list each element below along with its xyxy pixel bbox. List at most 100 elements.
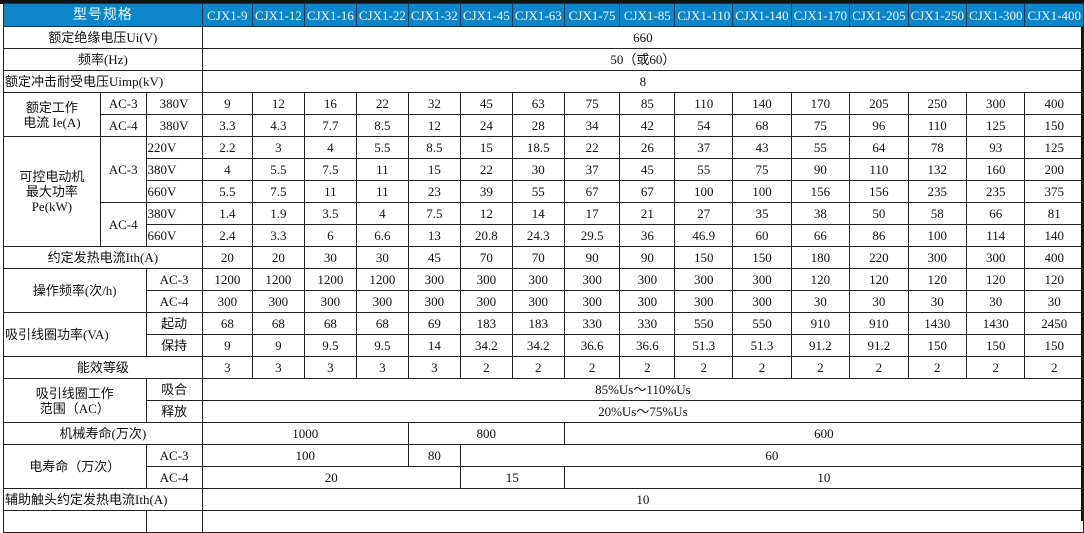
row-label: 额定冲击耐受电压Uimp(kV) bbox=[3, 70, 203, 93]
label-line: 可控电动机 bbox=[19, 169, 85, 184]
value-cell: 16 bbox=[303, 92, 357, 115]
table-row: AC-4 300 300 300 300 300 300 300 300 300 300 300 30 3… bbox=[4, 290, 1084, 313]
value-cell: 2 bbox=[966, 356, 1026, 379]
table-row: 660V 2.4 3.3 6 6.6 13 20.8 24.3 29.5 36 46.9 60 66 86… bbox=[4, 224, 1084, 247]
value-cell: 9 bbox=[201, 92, 253, 115]
value-cell: 156 bbox=[849, 180, 909, 203]
table-row: 释放 20%Us～75%Us bbox=[4, 400, 1084, 423]
value-cell: 30 bbox=[790, 290, 851, 313]
value-cell: 3.3 bbox=[251, 224, 305, 247]
value-cell: 400 bbox=[1024, 246, 1084, 269]
empty-cell bbox=[3, 510, 147, 533]
header-model-label: 型号规格 bbox=[3, 3, 203, 27]
value-cell: 66 bbox=[966, 202, 1026, 225]
row-label: 辅助触头约定发热电流Ith(A) bbox=[3, 488, 203, 511]
value-cell: 1430 bbox=[907, 312, 968, 335]
merged-value-cell: 80 bbox=[407, 444, 461, 467]
table-row: 型号规格 CJX1-9 CJX1-12 CJX1-16 CJX1-22 CJX1-32 CJ… bbox=[3, 3, 1084, 27]
header-model: CJX1-22 bbox=[355, 3, 409, 27]
value-cell: 75 bbox=[563, 92, 621, 115]
value-cell: 34.2 bbox=[511, 334, 565, 357]
value-cell: 34.2 bbox=[459, 334, 513, 357]
value-cell: 120 bbox=[790, 268, 851, 291]
value-cell: 300 bbox=[407, 268, 461, 291]
row-label: 能效等级 bbox=[3, 356, 203, 379]
value-cell: 30 bbox=[355, 246, 409, 269]
row-label: 机械寿命(万次) bbox=[3, 422, 203, 445]
value-cell: 300 bbox=[966, 92, 1026, 115]
value-cell: 66 bbox=[790, 224, 851, 247]
category-cell: 吸合 bbox=[145, 378, 203, 401]
value-cell: 36.6 bbox=[619, 334, 676, 357]
value-cell: 100 bbox=[732, 180, 792, 203]
value-cell: 15 bbox=[407, 158, 461, 181]
value-cell: 12 bbox=[459, 202, 513, 225]
value-cell: 300 bbox=[563, 290, 621, 313]
value-cell: 375 bbox=[1024, 180, 1084, 203]
value-cell: 300 bbox=[619, 268, 676, 291]
voltage-cell: 380V bbox=[145, 158, 203, 181]
value-cell: 30 bbox=[966, 290, 1026, 313]
table-row: 约定发热电流Ith(A) 20 20 30 30 45 70 70 90 90 150 150 180 2… bbox=[3, 246, 1084, 269]
value-cell: 235 bbox=[907, 180, 968, 203]
value-cell: 69 bbox=[407, 312, 461, 335]
value-cell: 1200 bbox=[355, 268, 409, 291]
row-label: 可控电动机 最大功率 Pe(kW) bbox=[3, 136, 101, 247]
value-cell: 110 bbox=[674, 92, 734, 115]
value-cell: 300 bbox=[407, 290, 461, 313]
value-cell: 96 bbox=[849, 114, 909, 137]
value-cell: 300 bbox=[459, 268, 513, 291]
value-cell: 75 bbox=[732, 158, 792, 181]
voltage-cell: 660V bbox=[145, 224, 203, 247]
value-cell: 2 bbox=[907, 356, 968, 379]
value-cell: 67 bbox=[563, 180, 621, 203]
table-row: 频率(Hz) 50（或60） bbox=[3, 48, 1084, 71]
value-cell: 11 bbox=[355, 158, 409, 181]
row-label: 约定发热电流Ith(A) bbox=[3, 246, 203, 269]
value-cell: 22 bbox=[459, 158, 513, 181]
merged-value-cell: 100 bbox=[201, 444, 409, 467]
value-cell: 63 bbox=[511, 92, 565, 115]
value-cell: 1430 bbox=[966, 312, 1026, 335]
header-model: CJX1-140 bbox=[732, 3, 792, 27]
merged-value-cell: 50（或60） bbox=[201, 48, 1084, 71]
value-cell: 550 bbox=[674, 312, 734, 335]
value-cell: 68 bbox=[303, 312, 357, 335]
category-cell: AC-4 bbox=[99, 114, 147, 137]
value-cell: 150 bbox=[1024, 114, 1084, 137]
value-cell: 7.5 bbox=[303, 158, 357, 181]
merged-value-cell: 600 bbox=[563, 422, 1084, 445]
value-cell: 5.5 bbox=[355, 136, 409, 159]
table-row: 操作频率(次/h) AC-3 1200 1200 1200 1200 300 300 300 30… bbox=[3, 268, 1084, 313]
value-cell: 150 bbox=[674, 246, 734, 269]
value-cell: 51.3 bbox=[674, 334, 734, 357]
value-cell: 30 bbox=[1024, 290, 1084, 313]
value-cell: 114 bbox=[966, 224, 1026, 247]
value-cell: 13 bbox=[407, 224, 461, 247]
empty-cell bbox=[201, 510, 1084, 533]
value-cell: 12 bbox=[407, 114, 461, 137]
value-cell: 68 bbox=[732, 114, 792, 137]
value-cell: 9 bbox=[251, 334, 305, 357]
value-cell: 150 bbox=[907, 334, 968, 357]
value-cell: 120 bbox=[907, 268, 968, 291]
label-line: 范围（AC） bbox=[39, 400, 110, 416]
value-cell: 3 bbox=[355, 356, 409, 379]
table-row: AC-4 20 15 10 bbox=[4, 466, 1084, 489]
value-cell: 150 bbox=[966, 334, 1026, 357]
table-row: AC-4 380V 3.3 4.3 7.7 8.5 12 24 28 34 42 54 68 75 96 11… bbox=[4, 114, 1084, 137]
merged-value-cell: 1000 bbox=[201, 422, 409, 445]
value-cell: 29.5 bbox=[563, 224, 621, 247]
value-cell: 55 bbox=[674, 158, 734, 181]
value-cell: 75 bbox=[790, 114, 851, 137]
header-model: CJX1-32 bbox=[407, 3, 461, 27]
value-cell: 550 bbox=[732, 312, 792, 335]
value-cell: 2 bbox=[790, 356, 851, 379]
value-cell: 300 bbox=[511, 268, 565, 291]
table-row: 吸引线圈工作 范围（AC） 吸合 85%Us～110%Us bbox=[3, 378, 1084, 423]
row-label: 吸引线圈功率(VA) bbox=[3, 312, 147, 357]
value-cell: 21 bbox=[619, 202, 676, 225]
row-label: 额定工作 电流 Ie(A) bbox=[3, 92, 101, 137]
value-cell: 50 bbox=[849, 202, 909, 225]
value-cell: 4.3 bbox=[251, 114, 305, 137]
